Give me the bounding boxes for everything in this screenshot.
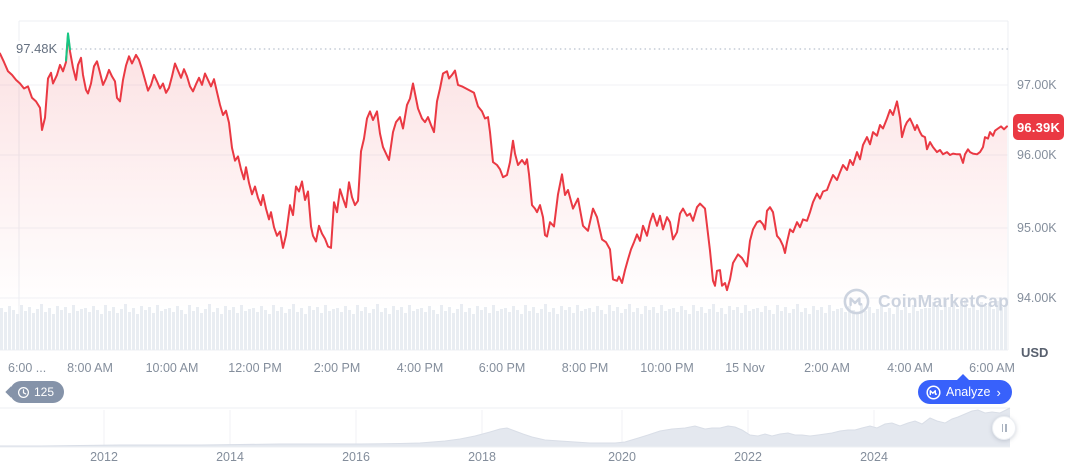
navigator-year-label: 2014 bbox=[216, 450, 244, 464]
coinmarketcap-logo-icon-small bbox=[926, 384, 941, 400]
clock-history-icon bbox=[17, 386, 30, 398]
navigator-year-label: 2024 bbox=[860, 450, 888, 464]
currency-unit-label: USD bbox=[1021, 345, 1049, 360]
price-axis-label: 94.00K bbox=[1017, 291, 1057, 305]
price-axis-label: 97.00K bbox=[1017, 78, 1057, 92]
navigator-year-label: 2012 bbox=[90, 450, 118, 464]
navigator-year-label: 2020 bbox=[608, 450, 636, 464]
time-axis-label: 2:00 PM bbox=[313, 361, 361, 375]
time-axis-label: 8:00 AM bbox=[67, 361, 113, 375]
handle-grip-bar bbox=[1005, 424, 1007, 432]
chevron-right-icon: › bbox=[996, 384, 1001, 400]
coinmarketcap-watermark: CoinMarketCap bbox=[843, 288, 1009, 315]
analyze-button-pointer bbox=[957, 374, 969, 380]
time-axis-label: 15 Nov bbox=[725, 361, 765, 375]
navigator-year-label: 2016 bbox=[342, 450, 370, 464]
time-axis-label: 10:00 PM bbox=[640, 361, 694, 375]
time-axis-label: 4:00 AM bbox=[887, 361, 933, 375]
time-axis-label: 6:00 AM bbox=[969, 361, 1015, 375]
price-axis-label: 95.00K bbox=[1017, 221, 1057, 235]
price-axis-label: 96.00K bbox=[1017, 148, 1057, 162]
coinmarketcap-logo-icon bbox=[843, 288, 870, 315]
time-axis-label: 2:00 AM bbox=[804, 361, 850, 375]
analyze-button[interactable]: Analyze › bbox=[918, 374, 1012, 404]
time-axis-label: 10:00 AM bbox=[145, 361, 199, 375]
time-axis-label: 6:00 ... bbox=[8, 361, 47, 375]
time-axis-label: 6:00 PM bbox=[478, 361, 526, 375]
history-count: 125 bbox=[34, 385, 55, 399]
handle-grip-bar bbox=[1001, 424, 1003, 432]
all-time-high-label: 97.48K bbox=[13, 41, 61, 56]
time-axis-label: 4:00 PM bbox=[396, 361, 444, 375]
navigator-drag-handle[interactable] bbox=[992, 416, 1016, 440]
time-axis-label: 12:00 PM bbox=[228, 361, 282, 375]
navigator-year-label: 2018 bbox=[468, 450, 496, 464]
time-axis-label: 8:00 PM bbox=[561, 361, 609, 375]
watermark-text: CoinMarketCap bbox=[878, 291, 1009, 311]
navigator-year-label: 2022 bbox=[734, 450, 762, 464]
analyze-button-label: Analyze bbox=[946, 385, 991, 399]
current-price-badge: 96.39K bbox=[1013, 114, 1064, 140]
history-count-badge[interactable]: 125 bbox=[5, 381, 65, 403]
